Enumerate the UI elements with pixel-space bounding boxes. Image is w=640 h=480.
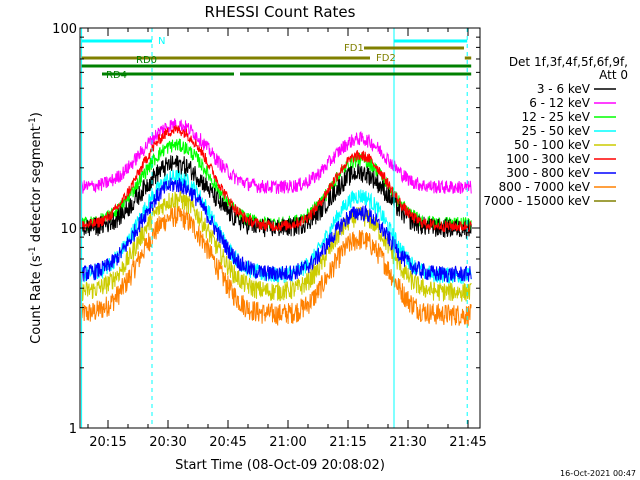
y-axis-label-close: ) [29, 112, 44, 117]
x-tick-label: 21:00 [269, 435, 306, 450]
legend-header-detectors: Det 1f,3f,4f,5f,6f,9f, [509, 55, 628, 69]
flag-label: N [158, 36, 165, 47]
legend-label: 100 - 300 keV [506, 152, 590, 166]
x-tick-label: 21:45 [449, 435, 486, 450]
axis-layer: 20:15 20:30 20:45 21:00 21:15 21:30 21:45 1 10 10… [52, 22, 487, 450]
legend-label: 3 - 6 keV [537, 82, 591, 96]
x-tick-label: 20:15 [89, 435, 126, 450]
flag-label: RD0 [136, 55, 157, 66]
flag-layer: N FD1 FD2 RD0 RD4 [81, 36, 472, 81]
y-axis-label-tail: detector segment [29, 126, 44, 246]
marker-layer [81, 28, 468, 428]
x-tick-label: 20:30 [149, 435, 186, 450]
y-tick-label: 100 [52, 22, 77, 37]
y-axis-label: Count Rate (s-1 detector segment-1) [28, 112, 44, 344]
legend-label: 6 - 12 keV [529, 96, 591, 110]
y-axis-label-sup: -1 [28, 246, 38, 255]
x-tick-label: 21:30 [389, 435, 426, 450]
footer-timestamp: 16-Oct-2021 00:47 [560, 469, 636, 478]
chart-title: RHESSI Count Rates [205, 3, 356, 21]
legend-label: 50 - 100 keV [514, 138, 591, 152]
x-axis-label: Start Time (08-Oct-09 20:08:02) [175, 458, 385, 473]
series-line [81, 118, 472, 195]
flag-label: RD4 [106, 70, 127, 81]
flag-label: FD2 [376, 53, 396, 64]
series-line [81, 205, 472, 328]
series-layer [81, 118, 472, 328]
flag-label: FD1 [344, 43, 364, 54]
legend-label: 25 - 50 keV [522, 124, 591, 138]
legend-label: 12 - 25 keV [522, 110, 591, 124]
series-line [81, 125, 472, 233]
legend-label: 7000 - 15000 keV [483, 194, 590, 208]
legend-label: 300 - 800 keV [506, 166, 590, 180]
y-axis-label-main: Count Rate (s [29, 255, 44, 344]
legend-header-attenuator: Att 0 [599, 68, 628, 82]
x-tick-label: 21:15 [329, 435, 366, 450]
y-tick-label: 10 [60, 222, 77, 237]
x-tick-label: 20:45 [209, 435, 246, 450]
legend: Det 1f,3f,4f,5f,6f,9f, Att 0 3 - 6 keV6 … [483, 55, 628, 208]
series-line [81, 177, 472, 283]
y-axis-label-sup2: -1 [28, 117, 38, 126]
series-line [81, 169, 472, 284]
legend-label: 800 - 7000 keV [499, 180, 591, 194]
series-line [81, 190, 472, 302]
y-tick-label: 1 [69, 422, 77, 437]
